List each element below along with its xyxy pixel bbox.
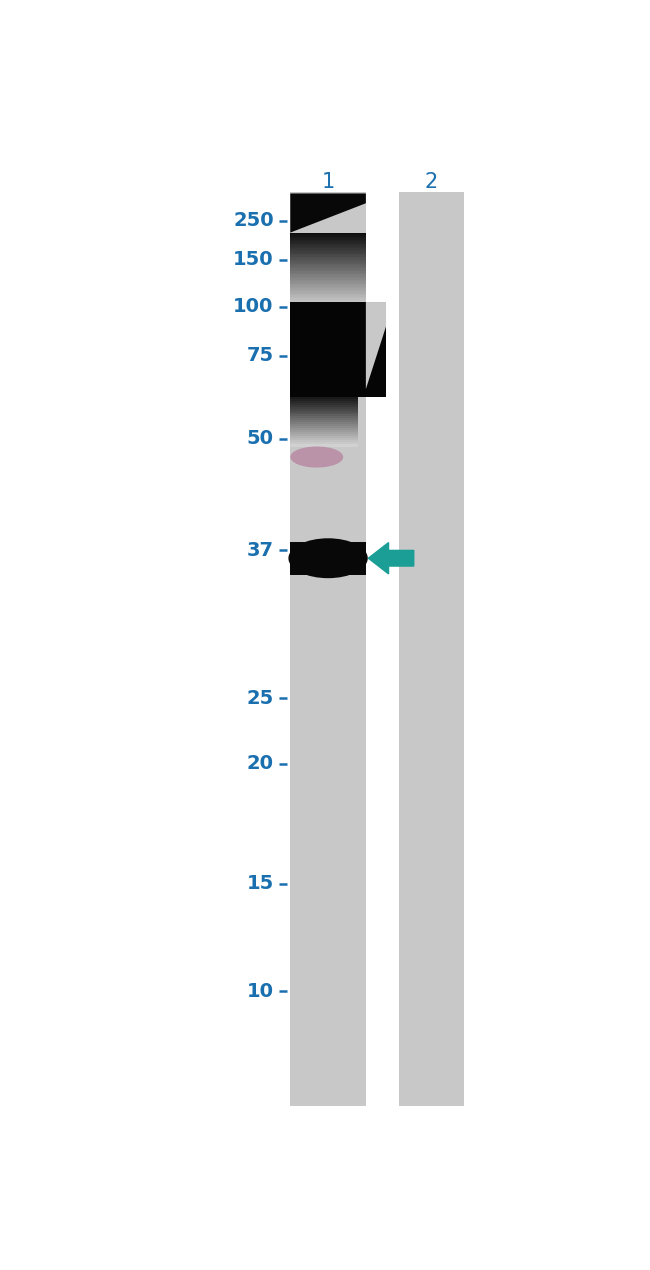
- Bar: [291, 245, 366, 248]
- Bar: [291, 439, 358, 443]
- Bar: [291, 277, 366, 279]
- Bar: [291, 291, 366, 293]
- Bar: [291, 436, 358, 439]
- Bar: [291, 268, 366, 271]
- Text: 250: 250: [233, 211, 274, 230]
- Text: 1: 1: [322, 171, 335, 192]
- Bar: [291, 253, 366, 255]
- Bar: [291, 405, 358, 408]
- Bar: [291, 403, 358, 405]
- Text: 20: 20: [247, 754, 274, 773]
- Bar: [291, 293, 366, 296]
- Text: 15: 15: [246, 874, 274, 893]
- Bar: [291, 401, 358, 404]
- Bar: [291, 399, 358, 401]
- Bar: [291, 427, 358, 429]
- Text: 150: 150: [233, 250, 274, 269]
- Bar: [291, 292, 366, 295]
- Bar: [291, 246, 366, 249]
- Bar: [291, 269, 366, 272]
- Bar: [291, 442, 358, 444]
- Polygon shape: [366, 302, 386, 389]
- Bar: [291, 284, 366, 287]
- Bar: [291, 240, 366, 243]
- Bar: [291, 288, 366, 291]
- Bar: [291, 250, 366, 253]
- Bar: [291, 274, 366, 277]
- Bar: [291, 241, 366, 244]
- Bar: [291, 257, 366, 259]
- Bar: [291, 432, 358, 436]
- FancyArrow shape: [369, 542, 414, 574]
- Bar: [291, 414, 358, 418]
- Bar: [291, 232, 366, 235]
- Text: 50: 50: [247, 429, 274, 448]
- Bar: [291, 418, 358, 422]
- Bar: [291, 409, 358, 411]
- Bar: [291, 265, 366, 268]
- Polygon shape: [291, 193, 366, 232]
- Bar: [291, 235, 366, 237]
- Bar: [291, 438, 358, 441]
- Bar: [291, 297, 366, 300]
- Bar: [291, 296, 366, 297]
- Bar: [291, 287, 366, 290]
- Bar: [291, 434, 358, 437]
- Bar: [291, 282, 366, 284]
- Text: 75: 75: [246, 347, 274, 366]
- Bar: [291, 417, 358, 419]
- Bar: [291, 410, 358, 414]
- Bar: [398, 192, 464, 1106]
- Bar: [291, 413, 358, 415]
- Bar: [291, 267, 366, 269]
- Bar: [291, 302, 366, 305]
- Bar: [291, 271, 366, 273]
- Bar: [291, 244, 366, 246]
- Text: 2: 2: [424, 171, 438, 192]
- Bar: [291, 254, 366, 257]
- Bar: [291, 192, 366, 1106]
- Bar: [291, 301, 366, 304]
- Bar: [291, 279, 366, 282]
- Bar: [291, 264, 366, 267]
- Bar: [291, 396, 358, 400]
- Bar: [291, 298, 366, 301]
- Bar: [291, 259, 366, 262]
- Bar: [291, 243, 366, 245]
- Bar: [291, 263, 366, 265]
- Bar: [291, 278, 366, 281]
- Bar: [291, 249, 366, 250]
- Bar: [291, 237, 366, 239]
- Bar: [291, 239, 366, 241]
- Bar: [291, 420, 358, 423]
- Bar: [291, 273, 366, 276]
- Bar: [291, 251, 366, 254]
- Bar: [291, 428, 358, 431]
- Bar: [291, 281, 366, 283]
- Bar: [291, 302, 386, 396]
- Bar: [291, 541, 366, 575]
- Ellipse shape: [289, 538, 368, 578]
- Bar: [291, 234, 366, 236]
- Bar: [291, 424, 358, 427]
- Bar: [291, 290, 366, 292]
- Ellipse shape: [291, 447, 343, 467]
- Bar: [291, 443, 358, 447]
- Text: 10: 10: [247, 982, 274, 1001]
- Bar: [291, 286, 366, 288]
- Text: 25: 25: [246, 688, 274, 707]
- Bar: [291, 276, 366, 278]
- Text: 37: 37: [247, 541, 274, 560]
- Bar: [291, 406, 358, 410]
- Bar: [291, 300, 366, 302]
- Bar: [291, 258, 366, 260]
- Bar: [291, 262, 366, 264]
- Text: 100: 100: [233, 297, 274, 316]
- Bar: [291, 423, 358, 425]
- Bar: [291, 431, 358, 433]
- Bar: [291, 255, 366, 258]
